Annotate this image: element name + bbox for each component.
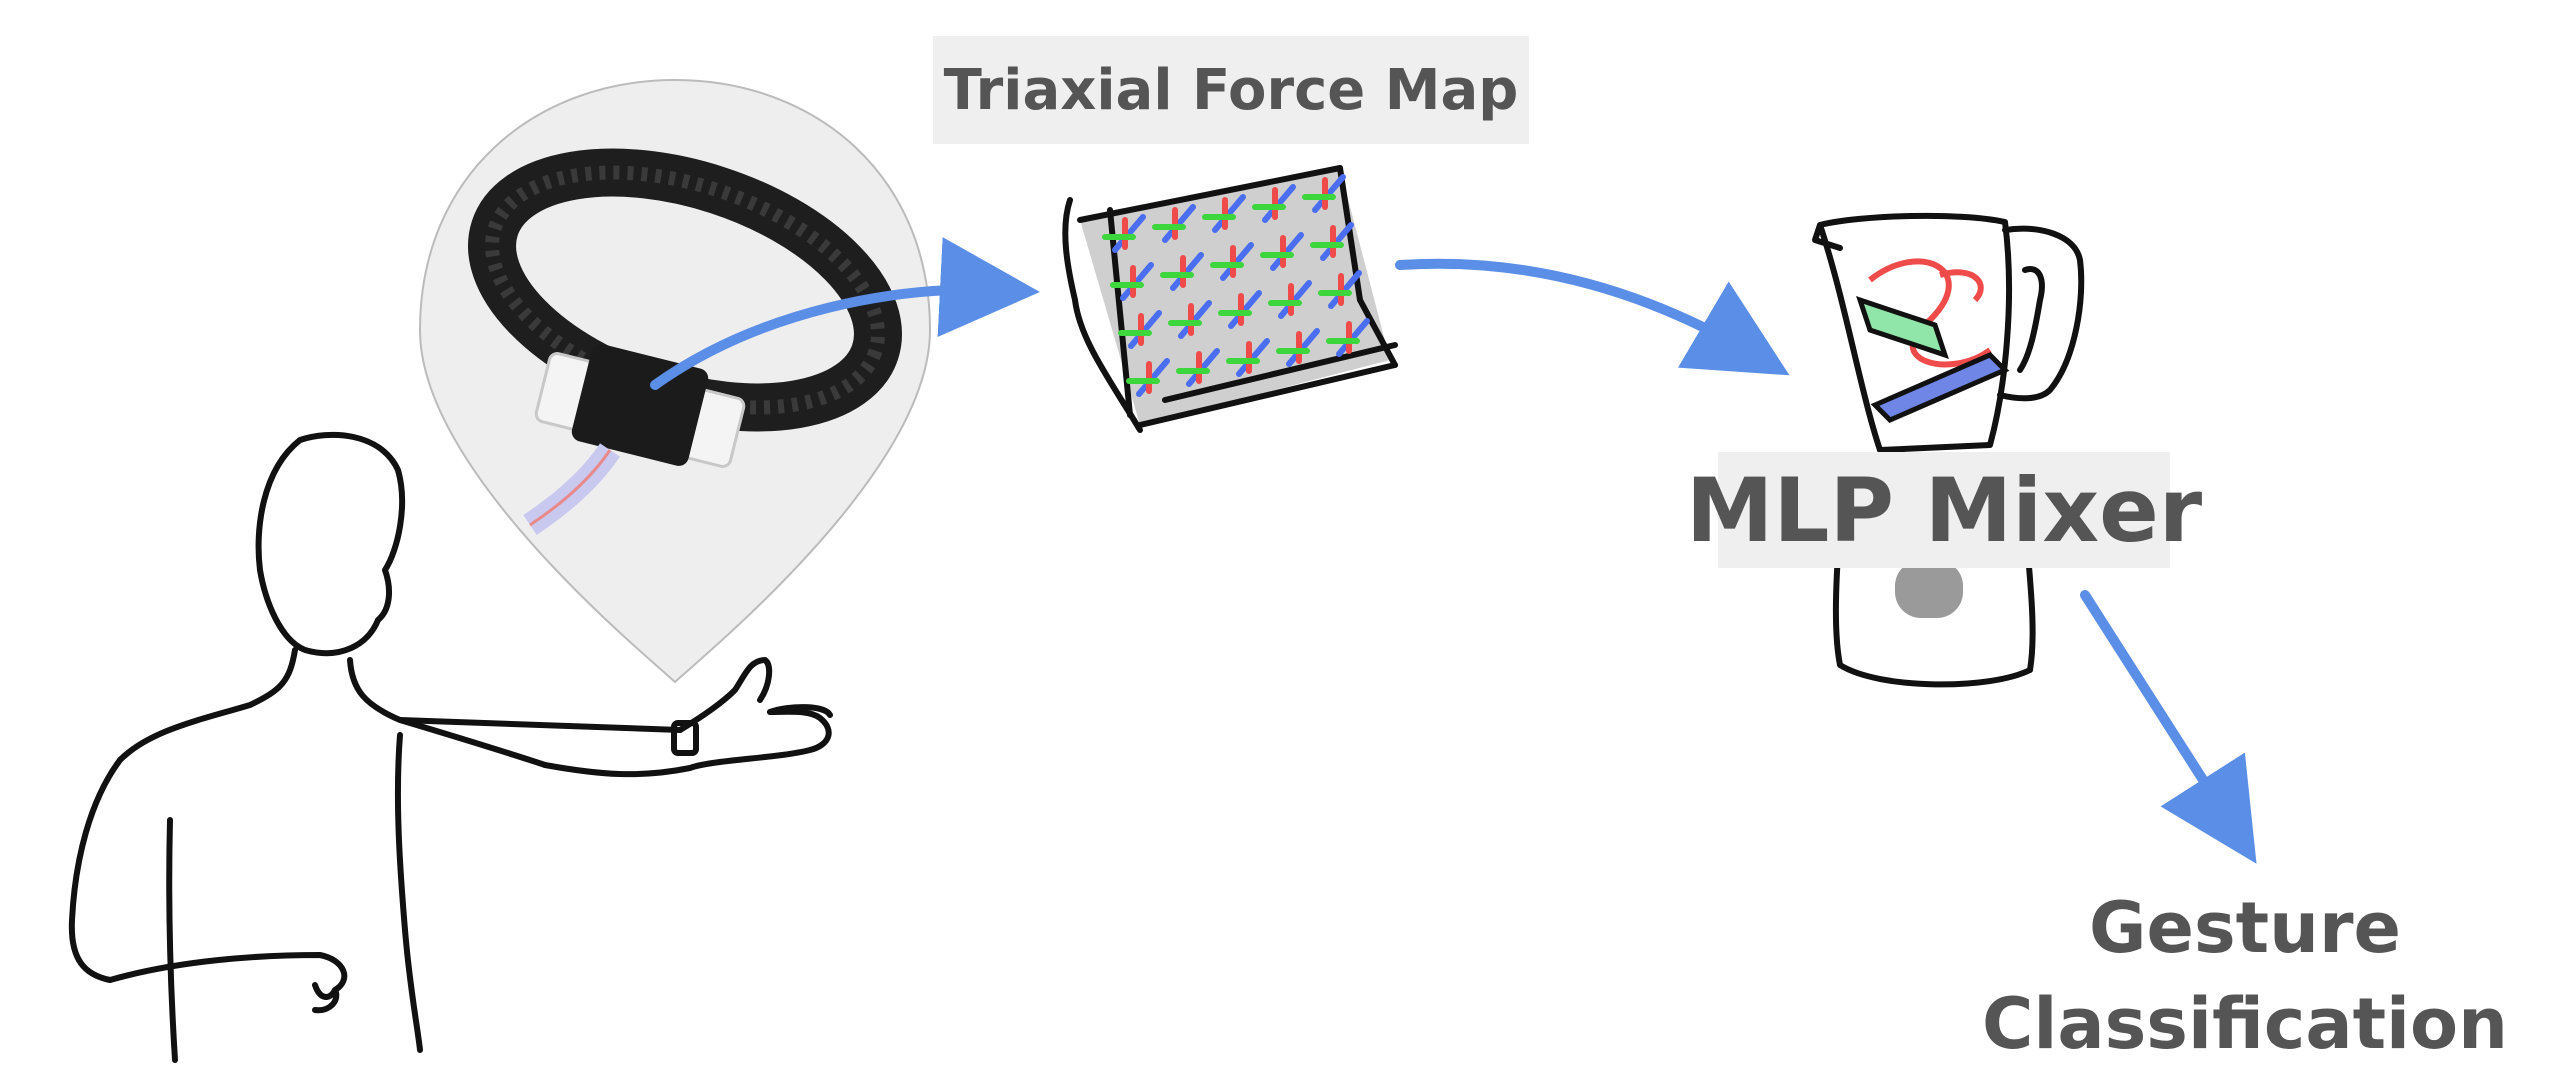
z-force-vector: [1120, 262, 1154, 301]
arrow-map-to-model: [1395, 258, 1790, 376]
flow-arrows: [650, 237, 2257, 864]
z-force-vector: [1220, 242, 1254, 281]
z-force-vector: [1170, 252, 1204, 291]
z-force-vector: [1128, 310, 1162, 349]
z-force-vector: [1270, 232, 1304, 271]
z-force-vector: [1328, 270, 1362, 309]
force-vectors: [1102, 174, 1370, 397]
force-map-label: Triaxial Force Map: [933, 36, 1529, 144]
model-label: MLP Mixer: [1686, 452, 2202, 568]
z-force-vector: [1312, 174, 1346, 213]
z-force-vector: [1286, 328, 1320, 367]
force-map-icon: [1062, 165, 1398, 433]
z-force-vector: [1228, 290, 1262, 329]
z-force-vector: [1278, 280, 1312, 319]
z-force-vector: [1262, 184, 1296, 223]
arrow-sensor-to-map: [650, 237, 1040, 390]
z-force-vector: [1320, 222, 1354, 261]
blender-icon: [1812, 212, 2085, 688]
z-force-vector: [1136, 358, 1170, 397]
z-force-vector: [1162, 204, 1196, 243]
z-force-vector: [1178, 300, 1212, 339]
z-force-vector: [1236, 338, 1270, 377]
sensor-callout: [418, 78, 932, 684]
output-label-line2: Classification: [1982, 983, 2508, 1065]
person-icon: [68, 431, 833, 1063]
z-force-vector: [1186, 348, 1220, 387]
output-label: Gesture Classification: [1950, 880, 2540, 1072]
arrow-model-to-output: [2080, 590, 2257, 864]
z-force-vector: [1112, 214, 1146, 253]
output-label-line1: Gesture: [2089, 887, 2401, 969]
z-force-vector: [1336, 318, 1370, 357]
wristband-icon: [468, 148, 902, 535]
z-force-vector: [1212, 194, 1246, 233]
